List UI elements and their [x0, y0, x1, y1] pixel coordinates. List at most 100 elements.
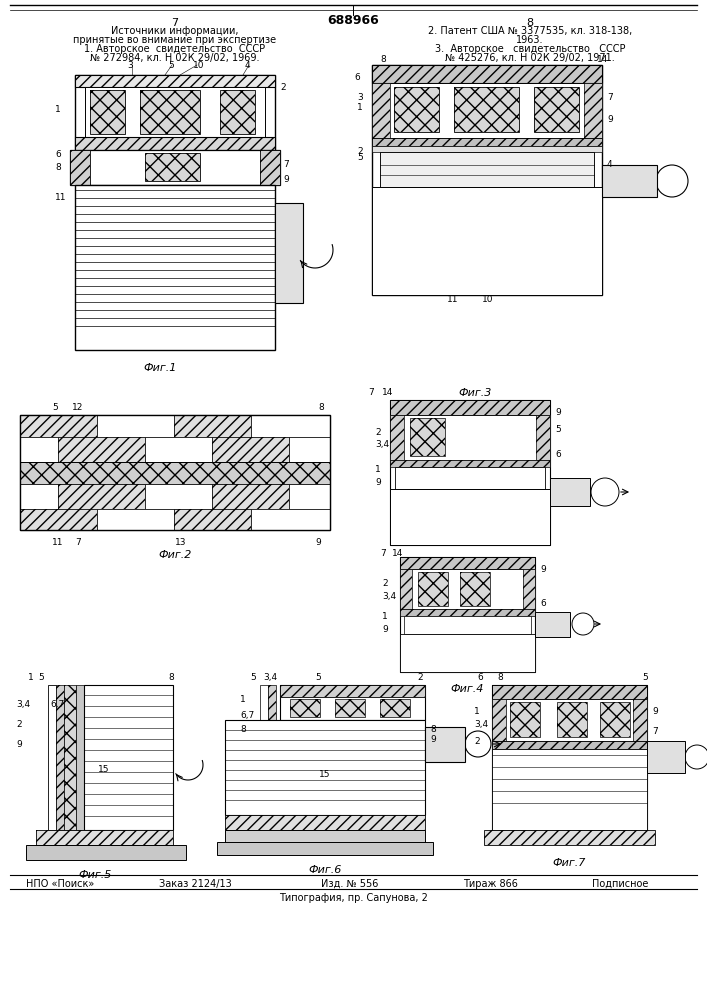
Bar: [400, 609, 535, 616]
Bar: [75, 185, 275, 350]
Bar: [550, 478, 590, 506]
Bar: [492, 685, 647, 699]
Text: 5: 5: [357, 153, 363, 162]
Text: 1: 1: [375, 465, 381, 474]
Text: 6: 6: [555, 450, 561, 459]
Bar: [390, 415, 404, 460]
Bar: [76, 685, 84, 830]
Text: 1: 1: [382, 612, 387, 621]
Text: 1: 1: [474, 707, 480, 716]
Text: 9: 9: [315, 538, 321, 547]
Bar: [400, 569, 412, 609]
Bar: [145, 153, 200, 181]
Bar: [390, 460, 550, 467]
Bar: [275, 203, 303, 303]
Text: 9: 9: [375, 478, 381, 487]
Bar: [70, 150, 90, 185]
Bar: [400, 557, 535, 569]
Bar: [212, 484, 289, 509]
Bar: [268, 685, 276, 720]
Bar: [404, 616, 531, 634]
Text: 7: 7: [652, 727, 658, 736]
Bar: [217, 842, 433, 855]
Bar: [268, 685, 276, 720]
Text: 14: 14: [597, 55, 609, 64]
Bar: [600, 702, 630, 737]
Bar: [400, 569, 412, 609]
Bar: [390, 489, 550, 545]
Bar: [260, 150, 280, 185]
Bar: [90, 90, 125, 134]
Text: 1. Авторское  свидетельство  СССР: 1. Авторское свидетельство СССР: [84, 44, 266, 54]
Bar: [492, 699, 506, 741]
Bar: [510, 702, 540, 737]
Text: 11: 11: [55, 193, 66, 202]
Bar: [280, 685, 425, 697]
Bar: [174, 415, 251, 437]
Bar: [174, 415, 251, 437]
Text: 9: 9: [555, 408, 561, 417]
Text: № 272984, кл. Н 02К 29/02, 1969.: № 272984, кл. Н 02К 29/02, 1969.: [90, 53, 259, 63]
Bar: [225, 720, 425, 815]
Text: 7: 7: [607, 93, 613, 102]
Bar: [633, 699, 647, 741]
Bar: [557, 702, 587, 737]
Bar: [212, 437, 289, 462]
Bar: [225, 815, 425, 830]
Text: 3,4: 3,4: [16, 700, 30, 709]
Bar: [534, 87, 579, 132]
Bar: [290, 699, 320, 717]
Text: 5: 5: [642, 673, 648, 682]
Bar: [484, 830, 655, 845]
Text: 3: 3: [357, 93, 363, 102]
Bar: [380, 152, 594, 187]
Bar: [400, 569, 535, 609]
Text: 4: 4: [245, 61, 250, 70]
Text: 10: 10: [482, 295, 493, 304]
Bar: [20, 415, 330, 530]
Bar: [418, 572, 448, 606]
Text: 8: 8: [527, 18, 534, 28]
Bar: [26, 845, 186, 860]
Text: 14: 14: [392, 549, 404, 558]
Bar: [212, 437, 289, 462]
Bar: [557, 702, 587, 737]
Text: 1: 1: [28, 673, 34, 682]
Bar: [20, 462, 330, 484]
Text: Изд. № 556: Изд. № 556: [321, 879, 379, 889]
Bar: [335, 699, 365, 717]
Bar: [510, 702, 540, 737]
Bar: [492, 749, 647, 830]
Bar: [460, 572, 490, 606]
Text: 12: 12: [72, 403, 83, 412]
Text: 1: 1: [55, 105, 61, 114]
Bar: [584, 83, 602, 138]
Text: 9: 9: [540, 565, 546, 574]
Text: Тираж 866: Тираж 866: [462, 879, 518, 889]
Bar: [372, 65, 602, 295]
Text: 2: 2: [375, 428, 380, 437]
Bar: [280, 685, 425, 720]
Text: 2. Патент США № 3377535, кл. 318-138,: 2. Патент США № 3377535, кл. 318-138,: [428, 26, 632, 36]
Text: 6: 6: [354, 73, 360, 82]
Bar: [372, 187, 602, 295]
Text: 2: 2: [382, 579, 387, 588]
Bar: [56, 685, 64, 830]
Text: Подписное: Подписное: [592, 879, 648, 889]
Bar: [647, 741, 685, 773]
Text: 8: 8: [318, 403, 324, 412]
Bar: [492, 685, 647, 830]
Bar: [523, 569, 535, 609]
Bar: [290, 699, 320, 717]
Text: 9: 9: [430, 735, 436, 744]
Text: 2: 2: [474, 737, 479, 746]
Bar: [484, 830, 655, 845]
Text: 9: 9: [607, 115, 613, 124]
Text: 4: 4: [607, 160, 613, 169]
Text: 8: 8: [240, 725, 246, 734]
Bar: [600, 702, 630, 737]
Bar: [410, 418, 445, 456]
Bar: [75, 137, 275, 150]
Text: 9: 9: [652, 707, 658, 716]
Text: 5: 5: [38, 673, 44, 682]
